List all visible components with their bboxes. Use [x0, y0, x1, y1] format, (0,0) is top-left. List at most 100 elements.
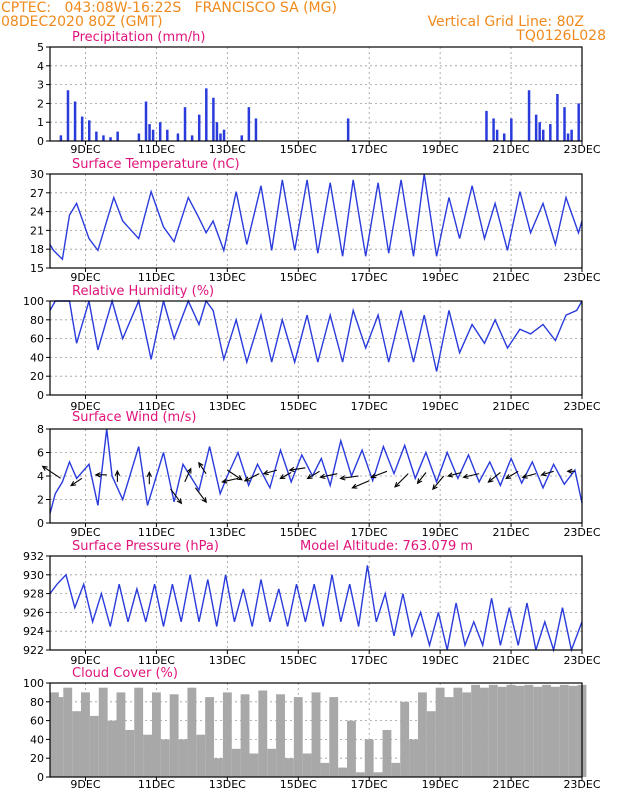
wind-arrow-head [566, 468, 573, 474]
panel-frame [49, 46, 583, 142]
wind-arrow [320, 473, 338, 478]
y-tick-label: 18 [30, 243, 44, 256]
wind-arrow-head [487, 477, 494, 483]
cloud-bar [524, 684, 534, 777]
panel-frame [49, 555, 583, 651]
cloud-bar [151, 692, 161, 777]
panel-2: 15 18 21 24 27 30 9DEC 11DEC 13DEC 15DEC 17DEC 19DE… [30, 157, 601, 284]
x-tick-label: 11DEC [138, 778, 175, 791]
cloud-bar [169, 694, 179, 777]
panel-title: Surface Temperature (nC) [72, 157, 240, 172]
wind-arrow-head [221, 478, 228, 484]
precip-bar [570, 129, 573, 141]
cloud-bar [364, 739, 374, 777]
wind-arrow [307, 470, 320, 479]
x-tick-label: 13DEC [209, 400, 246, 413]
cloud-bar [347, 720, 356, 777]
wind-arrow [222, 477, 239, 483]
wind-arrow [488, 472, 501, 483]
cloud-bar [54, 697, 64, 777]
precip-bar [212, 97, 215, 141]
cloud-bar [409, 739, 418, 777]
x-tick-label: 9DEC [70, 526, 100, 539]
precip-bar [144, 101, 148, 141]
cloud-bar [417, 692, 427, 777]
x-tick-label: 23DEC [563, 143, 600, 156]
header-grid-info: Vertical Grid Line: 80Z [427, 14, 584, 30]
wind-arrow [463, 473, 480, 478]
x-tick-label: 21DEC [493, 778, 530, 791]
x-tick-label: 15DEC [280, 271, 317, 284]
precip-bar [205, 88, 208, 141]
wind-arrow [541, 470, 554, 476]
wind-arrow-head [279, 474, 286, 480]
y-tick-label: 30 [30, 168, 44, 181]
wind-arrow [448, 471, 462, 477]
wind-arrow-head [462, 473, 469, 479]
y-tick-label: 924 [23, 625, 44, 638]
cloud-bar [258, 690, 268, 777]
precip-bar [549, 124, 552, 141]
wind-arrow-head [446, 472, 454, 478]
x-tick-label: 11DEC [138, 400, 175, 413]
cloud-bar [400, 701, 410, 777]
y-tick-label: 2 [37, 494, 44, 507]
cloud-bar [329, 697, 339, 777]
cloud-bar [81, 692, 90, 777]
cloud-bar [249, 753, 259, 777]
wind-arrow-head [94, 472, 101, 478]
cloud-bar [550, 686, 560, 777]
precip-bar [254, 118, 258, 141]
x-tick-label: 17DEC [351, 778, 388, 791]
cloud-bar [559, 684, 569, 777]
cloud-bar [187, 687, 197, 777]
precip-bar [527, 90, 531, 141]
cloud-bar [515, 685, 525, 777]
series-line [49, 298, 583, 372]
cloud-bar [196, 734, 206, 777]
wind-arrow-head [319, 473, 326, 479]
x-tick-label: 9DEC [70, 400, 100, 413]
y-tick-label: 15 [30, 262, 44, 275]
wind-arrow-head [306, 474, 313, 480]
panel-frame [49, 428, 583, 524]
cloud-bar [382, 730, 392, 777]
y-tick-label: 932 [23, 550, 44, 563]
cloud-bar [222, 692, 232, 777]
precip-bar [495, 129, 499, 141]
cloud-bar [453, 687, 463, 777]
precip-bar [541, 129, 545, 141]
wind-arrow [352, 480, 370, 489]
cloud-bar [471, 684, 481, 777]
precip-bar [222, 129, 226, 141]
wind-arrow-head [236, 475, 243, 481]
cloud-bar [267, 748, 277, 777]
x-tick-label: 11DEC [138, 271, 175, 284]
x-tick-label: 23DEC [563, 654, 600, 667]
wind-arrow [70, 477, 83, 487]
wind-arrow-head [262, 470, 269, 476]
panel-5: 922 924 926 928 930 932 9DEC 11DEC 13DEC 15DEC 17D… [23, 539, 601, 667]
y-tick-label: 80 [30, 314, 44, 327]
x-tick-label: 21DEC [493, 271, 530, 284]
precip-bar [502, 133, 506, 141]
precip-bar [137, 133, 141, 141]
cloud-bar [311, 692, 321, 777]
panel-title: Precipitation (mm/h) [72, 30, 205, 45]
cloud-bar [284, 758, 294, 777]
precip-bar [577, 103, 580, 141]
panel-frame [49, 682, 583, 778]
wind-arrow [263, 469, 278, 475]
precip-bar [534, 114, 538, 141]
wind-arrow [289, 467, 306, 471]
panel-title: Cloud Cover (%) [72, 666, 178, 681]
panel-frame [49, 300, 583, 396]
cloud-bar [143, 734, 152, 777]
y-tick-label: 100 [23, 677, 44, 690]
x-tick-label: 17DEC [351, 654, 388, 667]
y-tick-label: 60 [30, 333, 44, 346]
y-tick-label: 0 [37, 135, 44, 148]
y-tick-label: 6 [37, 447, 44, 460]
precip-bar [176, 133, 180, 141]
